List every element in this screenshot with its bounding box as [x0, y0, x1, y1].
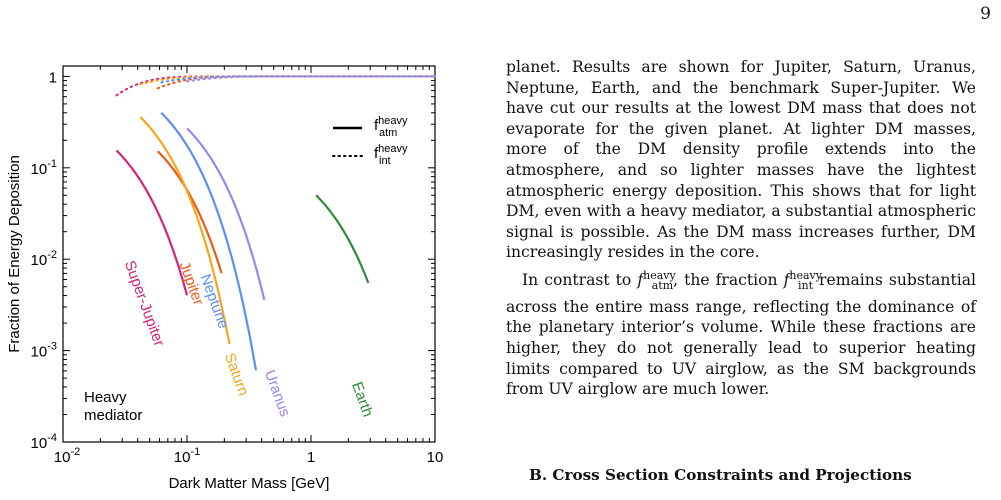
annotation-line-1: Heavy	[84, 389, 127, 406]
series-earth-atm	[315, 194, 370, 284]
paragraph-2-part-a: In contrast to	[522, 271, 638, 290]
x-tick-label: 10	[427, 449, 444, 466]
plot-frame	[62, 65, 436, 443]
series-uranus-atm	[186, 127, 266, 301]
f-atm-symbol: fheavyatm	[637, 268, 676, 293]
energy-deposition-chart: 10-2 10-1 1 10 10-4 10-3 10-2 10-1 1 Dark Matter …	[6, 65, 444, 492]
y-tick-label: 10-4	[31, 432, 57, 452]
f-int-symbol: fheavyint	[783, 268, 822, 293]
paragraph-2-part-b: , the fraction	[673, 271, 784, 290]
annotation-line-2: mediator	[84, 407, 142, 424]
paragraph-2-part-c: remains substantial across the entire ma…	[506, 271, 977, 399]
x-tick-label: 10-2	[54, 446, 80, 466]
x-tick-label: 1	[307, 449, 315, 466]
series-label-super-jupiter: Super-Jupiter	[121, 258, 168, 348]
series-super-jupiter-atm	[115, 149, 189, 296]
x-tick-label: 10-1	[174, 446, 200, 466]
y-tick-label: 10-2	[31, 249, 57, 269]
y-axis-label: Fraction of Energy Deposition	[6, 155, 23, 353]
series-label-earth: Earth	[348, 380, 376, 420]
body-text: planet. Results are shown for Jupiter, S…	[506, 57, 976, 400]
series-saturn-atm	[139, 116, 231, 345]
series-label-uranus: Uranus	[261, 368, 294, 419]
legend-label-int: fheavy int	[374, 143, 408, 167]
y-tick-label: 10-1	[31, 158, 57, 178]
paragraph-1: planet. Results are shown for Jupiter, S…	[506, 58, 976, 262]
x-axis-label: Dark Matter Mass [GeV]	[169, 475, 330, 492]
y-tick-label: 1	[49, 69, 57, 86]
series-label-saturn: Saturn	[221, 351, 252, 398]
page-number: 9	[980, 4, 991, 24]
y-tick-label: 10-3	[31, 341, 57, 361]
legend-label-atm: fheavy atm	[374, 115, 408, 139]
series-neptune-atm	[160, 112, 258, 371]
energy-deposition-figure: 10-2 10-1 1 10 10-4 10-3 10-2 10-1 1 Dark Matter …	[0, 58, 470, 500]
series-jupiter-atm	[156, 150, 223, 274]
paragraph-2: In contrast to fheavyatm, the fraction f…	[506, 266, 976, 400]
section-heading: B. Cross Section Constraints and Project…	[529, 466, 912, 484]
